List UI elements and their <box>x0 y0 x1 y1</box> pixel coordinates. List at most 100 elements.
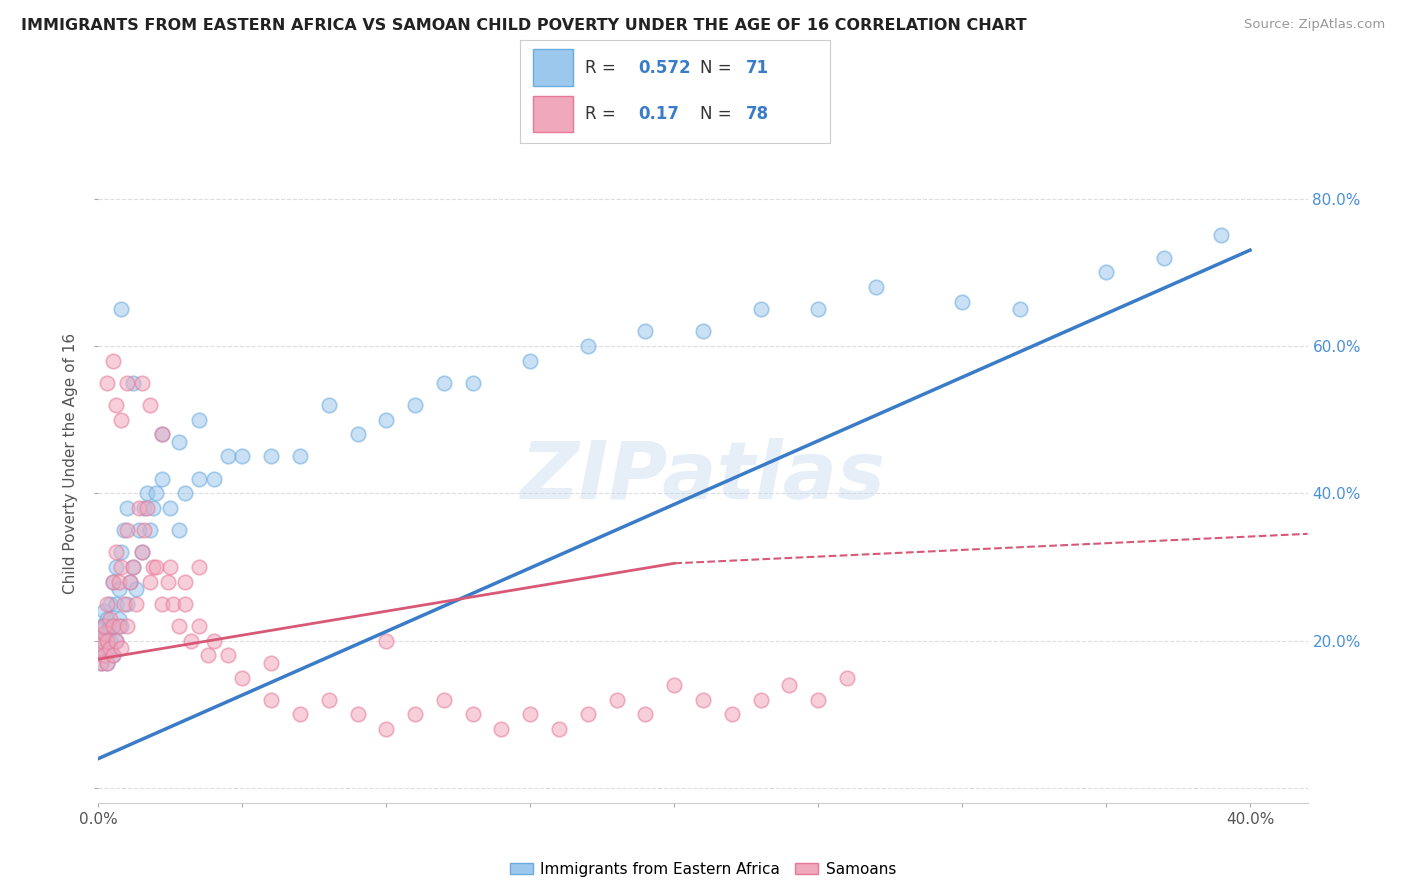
Point <box>318 692 340 706</box>
Text: 0.17: 0.17 <box>638 105 679 123</box>
Point <box>101 353 124 368</box>
Point <box>576 707 599 722</box>
Point <box>606 692 628 706</box>
Point <box>950 294 973 309</box>
Point <box>98 611 121 625</box>
Point <box>692 692 714 706</box>
Point <box>150 427 173 442</box>
Point <box>96 626 118 640</box>
Point <box>404 398 426 412</box>
Point <box>128 501 150 516</box>
Point <box>260 692 283 706</box>
FancyBboxPatch shape <box>533 95 572 132</box>
Point <box>104 560 127 574</box>
Text: ZIPatlas: ZIPatlas <box>520 438 886 516</box>
Point <box>110 641 132 656</box>
Point <box>288 707 311 722</box>
Point <box>90 633 112 648</box>
Point <box>491 722 513 736</box>
Point <box>96 641 118 656</box>
Point <box>110 302 132 317</box>
Point <box>104 633 127 648</box>
Point <box>93 619 115 633</box>
Text: 71: 71 <box>747 59 769 77</box>
Point <box>260 450 283 464</box>
Point <box>96 633 118 648</box>
Point <box>156 574 179 589</box>
Point <box>461 376 484 390</box>
FancyBboxPatch shape <box>533 49 572 87</box>
Point <box>115 376 138 390</box>
Point <box>664 678 686 692</box>
Point <box>125 582 148 596</box>
Point <box>404 707 426 722</box>
Point <box>139 398 162 412</box>
Point <box>96 597 118 611</box>
Point <box>231 450 253 464</box>
Point <box>1153 251 1175 265</box>
Point <box>1095 265 1118 279</box>
Point <box>93 619 115 633</box>
Point <box>122 560 145 574</box>
Point <box>136 501 159 516</box>
Point <box>461 707 484 722</box>
Point <box>90 641 112 656</box>
Point <box>375 412 398 426</box>
Point <box>217 450 239 464</box>
Point <box>101 574 124 589</box>
Point <box>93 648 115 663</box>
Point <box>167 619 190 633</box>
Point <box>173 597 195 611</box>
Point <box>131 376 153 390</box>
Point <box>692 324 714 338</box>
Point <box>142 560 165 574</box>
Point <box>136 486 159 500</box>
Point <box>807 692 830 706</box>
Point <box>131 545 153 559</box>
Point <box>93 604 115 618</box>
Text: 78: 78 <box>747 105 769 123</box>
Text: 0.572: 0.572 <box>638 59 690 77</box>
Point <box>120 574 142 589</box>
Point <box>122 376 145 390</box>
Point <box>576 339 599 353</box>
Point <box>104 398 127 412</box>
Point <box>145 560 167 574</box>
Point <box>98 633 121 648</box>
Point <box>110 619 132 633</box>
Point <box>260 656 283 670</box>
Point <box>107 574 129 589</box>
Point <box>101 619 124 633</box>
Point <box>1008 302 1031 317</box>
Point <box>90 619 112 633</box>
Point <box>90 656 112 670</box>
Point <box>107 619 129 633</box>
Point <box>134 501 156 516</box>
Point <box>131 545 153 559</box>
Text: N =: N = <box>700 59 737 77</box>
Point <box>104 597 127 611</box>
Point <box>139 574 162 589</box>
Point <box>519 353 541 368</box>
Point <box>217 648 239 663</box>
Point <box>188 472 211 486</box>
Point <box>112 597 135 611</box>
Point <box>375 633 398 648</box>
Point <box>110 412 132 426</box>
Point <box>865 280 887 294</box>
Point <box>115 501 138 516</box>
Point <box>96 656 118 670</box>
Point <box>197 648 219 663</box>
Point <box>548 722 571 736</box>
Point <box>807 302 830 317</box>
Point <box>104 633 127 648</box>
Point <box>188 619 211 633</box>
Point <box>128 523 150 537</box>
Point <box>150 597 173 611</box>
Point <box>110 545 132 559</box>
Point <box>835 671 858 685</box>
Point <box>318 398 340 412</box>
Point <box>433 692 456 706</box>
Point <box>107 582 129 596</box>
Point <box>231 671 253 685</box>
